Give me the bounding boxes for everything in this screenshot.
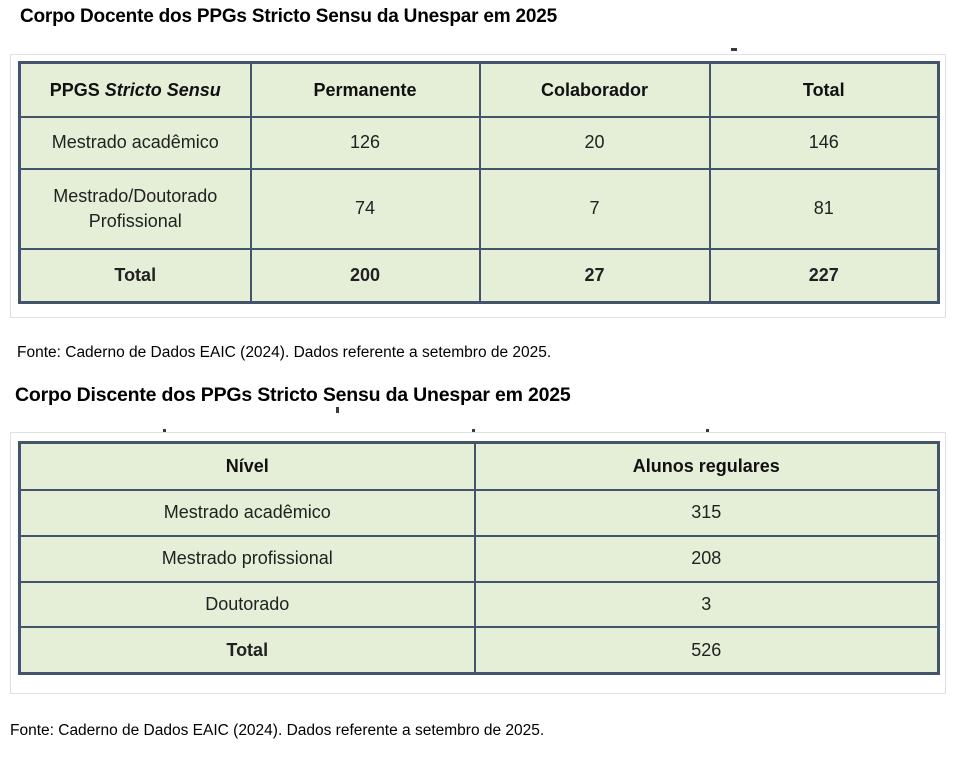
docente-header-ppgs-italic: Stricto Sensu — [104, 79, 221, 100]
table-row: Doutorado 3 — [18, 580, 940, 628]
discente-row-value: 3 — [473, 580, 940, 628]
docente-row-total: 81 — [708, 167, 940, 250]
discente-total-row: Total 526 — [18, 625, 940, 675]
docente-total-permanente: 200 — [249, 247, 481, 304]
docente-total-total: 227 — [708, 247, 940, 304]
discente-row-label: Mestrado acadêmico — [18, 488, 476, 537]
discente-total-value: 526 — [473, 625, 940, 675]
table-row: Mestrado profissional 208 — [18, 534, 940, 583]
table-row: Mestrado acadêmico 126 20 146 — [18, 115, 940, 170]
docente-source-note: Fonte: Caderno de Dados EAIC (2024). Dad… — [17, 344, 552, 361]
discente-source-note: Fonte: Caderno de Dados EAIC (2024). Dad… — [10, 722, 545, 739]
docente-total-row: Total 200 27 227 — [18, 247, 940, 304]
discente-row-value: 315 — [473, 488, 940, 537]
docente-header-ppgs: PPGS Stricto Sensu — [18, 61, 252, 118]
discente-table: Nível Alunos regulares Mestrado acadêmic… — [18, 441, 940, 675]
docente-row-permanente: 74 — [249, 167, 481, 250]
docente-row-colaborador: 20 — [478, 115, 711, 170]
discente-row-label: Doutorado — [18, 580, 476, 628]
discente-total-label: Total — [18, 625, 476, 675]
docente-row-permanente: 126 — [249, 115, 481, 170]
docente-header-ppgs-prefix: PPGS — [49, 79, 105, 100]
docente-header-row: PPGS Stricto Sensu Permanente Colaborado… — [18, 61, 940, 118]
discente-title: Corpo Discente dos PPGs Stricto Sensu da… — [15, 384, 571, 406]
table-row: Mestrado/Doutorado Profissional 74 7 81 — [18, 167, 940, 250]
docente-row-colaborador: 7 — [478, 167, 711, 250]
docente-title: Corpo Docente dos PPGs Stricto Sensu da … — [20, 6, 557, 27]
docente-header-colaborador: Colaborador — [478, 61, 711, 118]
discente-header-alunos: Alunos regulares — [473, 441, 940, 491]
docente-row-label: Mestrado/Doutorado Profissional — [18, 167, 252, 250]
docente-row-label: Mestrado acadêmico — [18, 115, 252, 170]
crop-artifact-mark — [336, 407, 339, 413]
crop-artifact-mark — [731, 48, 737, 51]
discente-row-label: Mestrado profissional — [18, 534, 476, 583]
docente-header-total: Total — [708, 61, 940, 118]
docente-total-colaborador: 27 — [478, 247, 711, 304]
docente-total-label: Total — [18, 247, 252, 304]
discente-header-row: Nível Alunos regulares — [18, 441, 940, 491]
docente-table: PPGS Stricto Sensu Permanente Colaborado… — [18, 61, 940, 304]
table-row: Mestrado acadêmico 315 — [18, 488, 940, 537]
discente-header-nivel: Nível — [18, 441, 476, 491]
discente-row-value: 208 — [473, 534, 940, 583]
docente-row-total: 146 — [708, 115, 940, 170]
docente-header-permanente: Permanente — [249, 61, 481, 118]
